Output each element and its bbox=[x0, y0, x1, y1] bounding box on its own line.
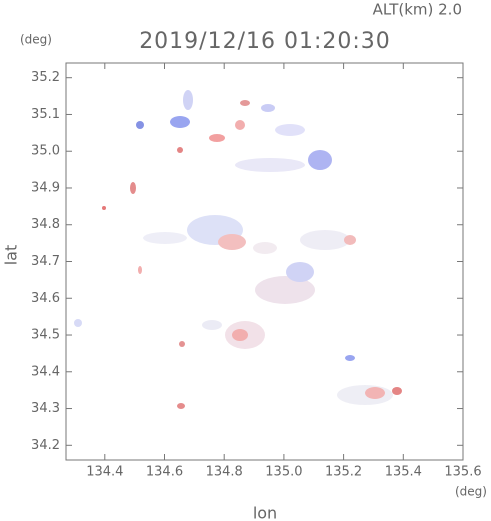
y-tick-label: 35.0 bbox=[31, 144, 60, 159]
echo bbox=[344, 235, 356, 245]
y-tick-label: 34.3 bbox=[31, 401, 60, 416]
echo bbox=[136, 121, 144, 129]
x-axis-label: lon bbox=[253, 504, 277, 521]
echo bbox=[102, 206, 106, 210]
echo bbox=[308, 150, 332, 170]
y-tick-label: 35.2 bbox=[31, 70, 60, 85]
echo bbox=[177, 147, 183, 153]
echo bbox=[345, 355, 355, 361]
x-tick-label: 134.6 bbox=[146, 465, 183, 480]
y-tick-label: 34.8 bbox=[31, 217, 60, 232]
chart-title: 2019/12/16 01:20:30 bbox=[139, 29, 391, 54]
echo bbox=[235, 158, 305, 172]
y-tick-label: 35.1 bbox=[31, 107, 60, 122]
echo bbox=[143, 232, 187, 244]
echo bbox=[232, 329, 248, 341]
echo bbox=[275, 124, 305, 136]
y-tick-label: 34.5 bbox=[31, 328, 60, 343]
echo bbox=[255, 276, 315, 304]
altitude-annotation: ALT(km) 2.0 bbox=[373, 1, 462, 19]
echo bbox=[235, 120, 245, 130]
echo bbox=[130, 182, 136, 194]
x-unit: (deg) bbox=[455, 485, 487, 499]
echo bbox=[183, 90, 193, 110]
x-tick-label: 134.4 bbox=[86, 465, 123, 480]
echo bbox=[253, 242, 277, 254]
y-unit: (deg) bbox=[20, 33, 52, 47]
echo bbox=[365, 387, 385, 399]
echoes bbox=[74, 90, 402, 409]
y-tick-label: 34.4 bbox=[31, 364, 60, 379]
y-tick-label: 34.7 bbox=[31, 254, 60, 269]
x-tick-label: 135.2 bbox=[325, 465, 362, 480]
y-tick-label: 34.2 bbox=[31, 438, 60, 453]
y-tick-label: 34.6 bbox=[31, 291, 60, 306]
echo bbox=[179, 341, 185, 347]
x-tick-label: 135.4 bbox=[385, 465, 422, 480]
echo bbox=[202, 320, 222, 330]
plot-frame bbox=[65, 62, 464, 461]
y-axis-label: lat bbox=[2, 245, 21, 266]
y-tick-label: 34.9 bbox=[31, 180, 60, 195]
echo bbox=[209, 134, 225, 142]
echo bbox=[218, 234, 246, 250]
echo bbox=[337, 385, 393, 405]
echo bbox=[240, 100, 250, 106]
echo bbox=[177, 403, 185, 409]
echo bbox=[261, 104, 275, 112]
echo bbox=[392, 387, 402, 395]
echo bbox=[170, 116, 190, 128]
x-tick-label: 134.8 bbox=[206, 465, 243, 480]
x-tick-label: 135.0 bbox=[265, 465, 302, 480]
echo bbox=[138, 266, 142, 274]
echo bbox=[74, 319, 82, 327]
echo bbox=[286, 262, 314, 282]
x-tick-label: 135.6 bbox=[444, 465, 481, 480]
echo bbox=[300, 230, 350, 250]
